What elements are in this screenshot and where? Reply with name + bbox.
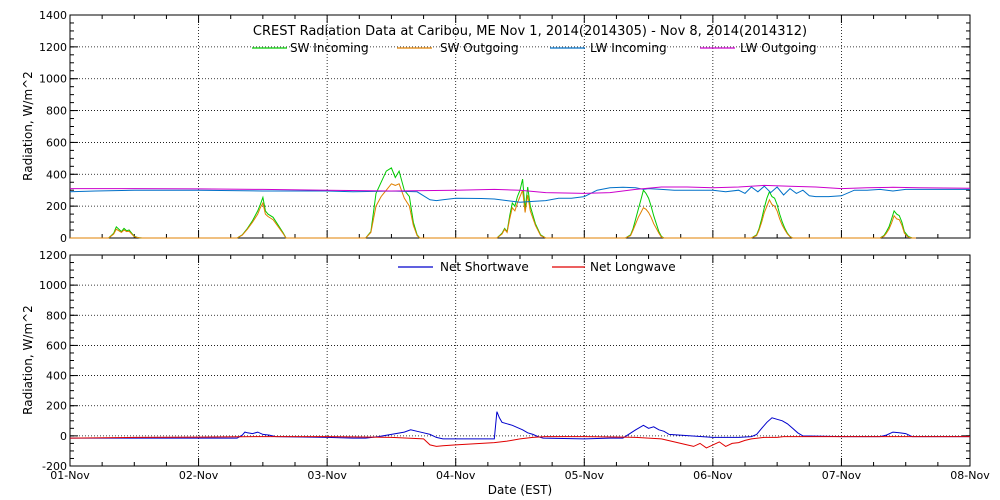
y-tick-label: 1400 (39, 9, 67, 22)
y-tick-label: 1200 (39, 249, 67, 262)
y-tick-label: 800 (46, 309, 67, 322)
series-line-net-shortwave (70, 411, 970, 440)
x-tick-label: 02-Nov (179, 469, 219, 482)
series-line-net-longwave (69, 436, 970, 449)
x-axis-label: Date (EST) (488, 483, 552, 497)
bottom-panel-series (69, 411, 970, 449)
bottom-panel-legend: Net Shortwave Net Longwave (398, 260, 676, 274)
x-tick-label: 03-Nov (307, 469, 347, 482)
x-tick-label: 08-Nov (950, 469, 990, 482)
y-tick-label: 200 (46, 200, 67, 213)
y-tick-label: 800 (46, 105, 67, 118)
bottom-panel-ticks: -200 0 200 400 600 800 1000 1200 (39, 249, 971, 473)
bottom-panel-grid (70, 255, 970, 466)
y-tick-label: 1200 (39, 41, 67, 54)
series-line-lw-outgoing (70, 184, 971, 194)
top-panel-legend: SW Incoming SW Outgoing LW Incoming LW Outg… (252, 41, 817, 55)
y-tick-label: 1000 (39, 73, 67, 86)
top-panel: 0 200 400 600 800 1000 1200 1400 CREST Radiatio… (21, 9, 971, 245)
legend-label: LW Outgoing (740, 41, 817, 55)
series-line-lw-incoming (69, 185, 970, 203)
legend-label: LW Incoming (590, 41, 667, 55)
y-tick-label: 600 (46, 136, 67, 149)
y-tick-label: 400 (46, 370, 67, 383)
top-panel-grid (70, 15, 970, 238)
top-panel-series (69, 167, 971, 239)
y-tick-label: -200 (42, 460, 67, 473)
y-tick-label: 400 (46, 168, 67, 181)
top-y-axis-label: Radiation, W/m^2 (21, 71, 35, 181)
y-tick-label: 0 (60, 232, 67, 245)
x-tick-labels: 01-Nov 02-Nov 03-Nov 04-Nov 05-Nov 06-Nov 07-N… (50, 469, 990, 482)
x-tick-label: 04-Nov (436, 469, 476, 482)
x-tick-label: 05-Nov (565, 469, 605, 482)
legend-label: SW Incoming (290, 41, 369, 55)
series-line-sw-outgoing (70, 183, 916, 239)
bottom-y-axis-label: Radiation, W/m^2 (21, 305, 35, 415)
x-tick-label: 07-Nov (822, 469, 862, 482)
y-tick-label: 600 (46, 339, 67, 352)
legend-label: Net Shortwave (440, 260, 529, 274)
legend-label: Net Longwave (590, 260, 676, 274)
x-tick-label: 06-Nov (693, 469, 733, 482)
chart-title: CREST Radiation Data at Caribou, ME Nov … (253, 24, 807, 39)
y-tick-label: 200 (46, 400, 67, 413)
x-tick-label: 01-Nov (50, 469, 90, 482)
top-panel-ticks: 0 200 400 600 800 1000 1200 1400 (39, 9, 971, 245)
y-tick-label: 1000 (39, 279, 67, 292)
legend-label: SW Outgoing (440, 41, 519, 55)
y-tick-label: 0 (60, 430, 67, 443)
